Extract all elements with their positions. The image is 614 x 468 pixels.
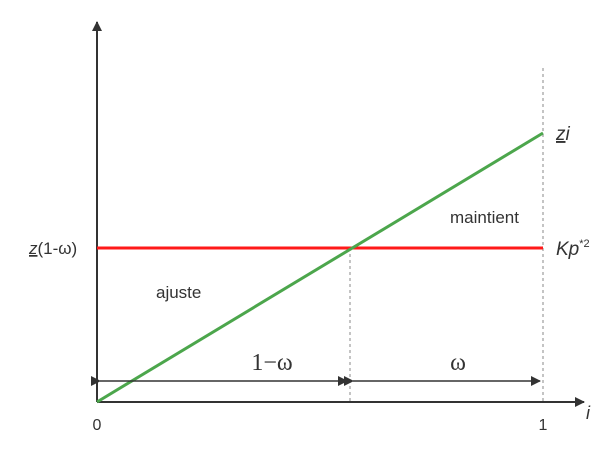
x-tick-0: 0 [93, 417, 102, 434]
green-line-label: zi [555, 124, 571, 145]
interval-label-right: ω [450, 350, 466, 376]
red-line-label-sup: *2 [579, 238, 589, 250]
green-line-label-main: z [555, 124, 566, 145]
green-line [96, 131, 544, 404]
region-label-left: ajuste [156, 283, 201, 302]
y-tick-main: z [28, 239, 38, 258]
x-tick-1: 1 [539, 417, 548, 434]
y-tick-suffix: (1-ω) [38, 239, 78, 258]
y-tick-label: z(1-ω) [28, 239, 77, 258]
region-label-right: maintient [450, 208, 519, 227]
red-line-label: Kp*2 [556, 238, 590, 260]
interval-label-left: 1−ω [251, 350, 292, 376]
red-line-label-main: Kp [556, 239, 579, 260]
x-axis-label: i [586, 403, 591, 423]
green-line-label-suffix: i [566, 124, 571, 145]
